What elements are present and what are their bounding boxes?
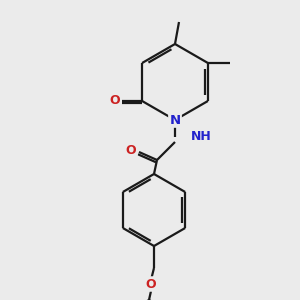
Text: N: N (169, 113, 181, 127)
Text: O: O (126, 143, 136, 157)
Text: O: O (146, 278, 156, 290)
Text: O: O (110, 94, 120, 107)
Text: NH: NH (191, 130, 212, 143)
